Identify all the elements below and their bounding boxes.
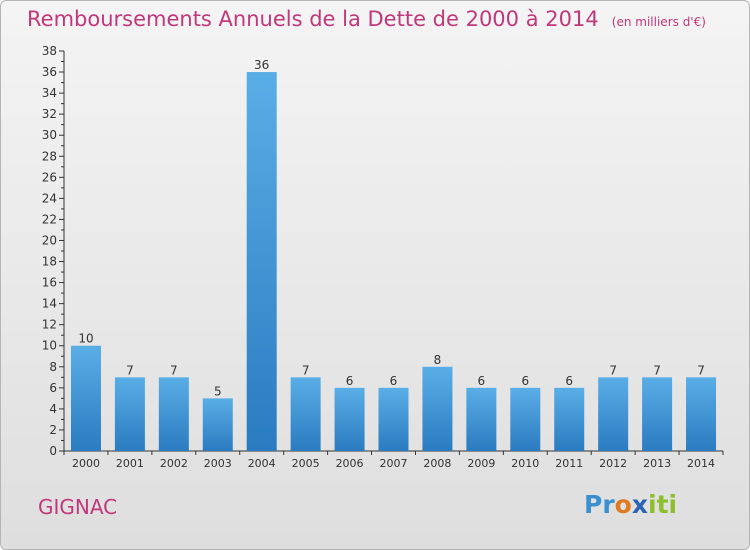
bar (70, 345, 101, 451)
bar-value-label: 7 (170, 363, 178, 377)
bar (202, 398, 233, 451)
logo-letter: x (631, 490, 648, 519)
logo-letter: r (602, 490, 615, 519)
bar (158, 377, 189, 451)
x-tick-label: 2010 (511, 457, 539, 470)
y-tick-label: 10 (42, 339, 57, 353)
x-tick-label: 2002 (160, 457, 188, 470)
y-tick-label: 18 (42, 255, 57, 269)
bar (686, 377, 717, 451)
x-tick-label: 2000 (72, 457, 100, 470)
y-tick-label: 12 (42, 318, 57, 332)
y-tick-label: 20 (42, 233, 57, 247)
y-tick-label: 32 (42, 107, 57, 121)
bar-value-label: 5 (214, 384, 222, 398)
y-tick-label: 2 (49, 423, 57, 437)
x-tick-label: 2009 (467, 457, 495, 470)
x-tick-label: 2004 (248, 457, 276, 470)
bar-value-label: 7 (697, 363, 705, 377)
bar (114, 377, 145, 451)
bar-value-label: 6 (521, 374, 529, 388)
chart-title-main: Remboursements Annuels de la Dette de 20… (27, 7, 599, 31)
bar (642, 377, 673, 451)
bar (466, 387, 497, 451)
y-tick-label: 24 (42, 191, 57, 205)
bar-value-label: 6 (390, 374, 398, 388)
x-tick-label: 2008 (423, 457, 451, 470)
bar-value-label: 6 (565, 374, 573, 388)
y-tick-label: 16 (42, 276, 57, 290)
x-tick-label: 2011 (555, 457, 583, 470)
logo-letter: o (614, 490, 632, 519)
chart-title-unit: (en milliers d'€) (611, 15, 706, 29)
y-tick-label: 28 (42, 149, 57, 163)
bar-value-label: 7 (653, 363, 661, 377)
x-tick-label: 2003 (204, 457, 232, 470)
commune-name: GIGNAC (38, 495, 118, 519)
x-tick-label: 2013 (643, 457, 671, 470)
y-tick-label: 14 (42, 297, 57, 311)
x-tick-label: 2006 (336, 457, 364, 470)
y-tick-label: 0 (49, 444, 57, 458)
bar-value-label: 36 (254, 58, 269, 72)
bar (334, 387, 365, 451)
x-tick-label: 2014 (687, 457, 715, 470)
x-tick-label: 2007 (380, 457, 408, 470)
logo-letter: ti (656, 490, 678, 519)
bar (422, 366, 453, 451)
y-tick-label: 6 (49, 381, 57, 395)
bar-value-label: 6 (478, 374, 486, 388)
bar (598, 377, 629, 451)
bar-value-label: 7 (126, 363, 134, 377)
bar (554, 387, 585, 451)
logo-letter: i (648, 490, 657, 519)
bar-value-label: 7 (302, 363, 310, 377)
bar-value-label: 8 (434, 353, 442, 367)
bar-value-label: 10 (78, 332, 93, 346)
y-tick-label: 34 (42, 86, 57, 100)
x-tick-label: 2001 (116, 457, 144, 470)
bar (378, 387, 409, 451)
y-tick-label: 36 (42, 65, 57, 79)
bar (510, 387, 541, 451)
bar-value-label: 6 (346, 374, 354, 388)
y-tick-label: 8 (49, 360, 57, 374)
y-tick-label: 26 (42, 170, 57, 184)
y-tick-label: 22 (42, 212, 57, 226)
bar (246, 72, 277, 451)
x-tick-label: 2005 (292, 457, 320, 470)
y-tick-label: 30 (42, 128, 57, 142)
chart-title: Remboursements Annuels de la Dette de 20… (27, 7, 706, 31)
x-tick-label: 2012 (599, 457, 627, 470)
bar (290, 377, 321, 451)
proxiti-logo: Proxiti (584, 490, 677, 519)
y-tick-label: 38 (42, 44, 57, 58)
bar-value-label: 7 (609, 363, 617, 377)
y-tick-label: 4 (49, 402, 57, 416)
logo-letter: P (584, 490, 603, 519)
